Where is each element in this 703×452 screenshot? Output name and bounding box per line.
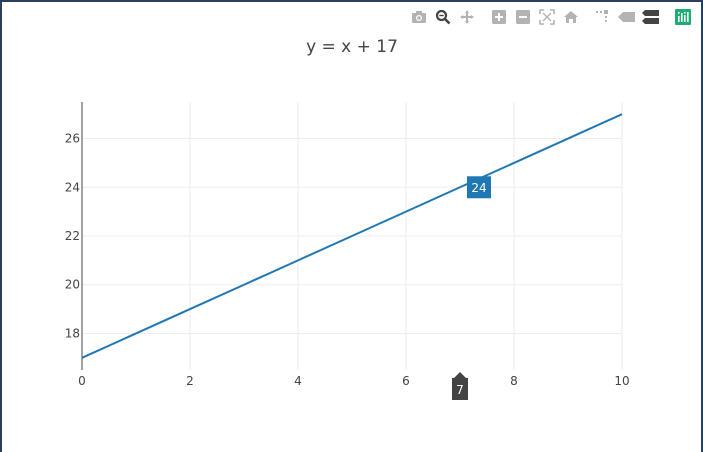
zoom-icon[interactable] <box>431 7 455 27</box>
reset-axes-icon[interactable] <box>559 7 583 27</box>
chart-title: y = x + 17 <box>306 37 398 57</box>
hover-label-x: 7 <box>452 372 468 400</box>
hover-compare-icon[interactable] <box>639 7 663 27</box>
x-tick-label: 10 <box>614 374 629 388</box>
y-tick-label: 22 <box>65 229 80 243</box>
y-tick-label: 20 <box>65 278 80 292</box>
svg-text:7: 7 <box>456 383 464 397</box>
zoom-out-icon[interactable] <box>511 7 535 27</box>
y-tick-labels: 18 20 22 24 26 <box>65 132 80 341</box>
autoscale-icon[interactable] <box>535 7 559 27</box>
hover-closest-icon[interactable] <box>615 7 639 27</box>
y-tick-label: 26 <box>65 132 80 146</box>
x-tick-label: 0 <box>78 374 86 388</box>
x-tick-labels: 0 2 4 6 8 10 <box>78 374 629 388</box>
x-tick-label: 8 <box>510 374 518 388</box>
hover-label-y: 24 <box>467 176 491 199</box>
zoom-in-icon[interactable] <box>487 7 511 27</box>
camera-icon[interactable] <box>407 7 431 27</box>
x-tick-label: 6 <box>402 374 410 388</box>
x-tick-label: 2 <box>186 374 194 388</box>
spike-lines-icon[interactable] <box>591 7 615 27</box>
modebar <box>407 7 695 27</box>
series-line[interactable] <box>81 113 623 359</box>
x-tick-label: 4 <box>294 374 302 388</box>
y-tick-label: 18 <box>65 326 80 340</box>
y-tick-label: 24 <box>65 180 80 194</box>
chart-studio-icon[interactable] <box>671 7 695 27</box>
pan-icon[interactable] <box>455 7 479 27</box>
svg-text:24: 24 <box>471 181 486 195</box>
